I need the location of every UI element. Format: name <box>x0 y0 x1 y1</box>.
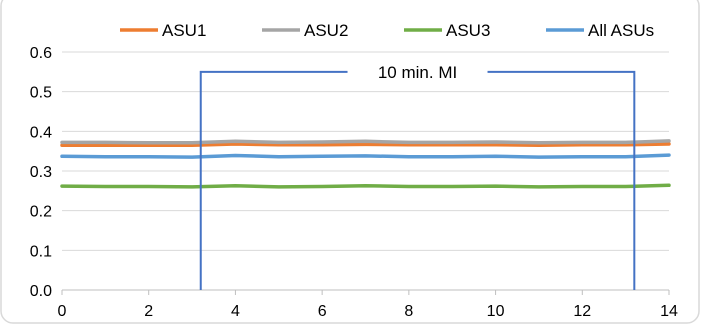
x-tick-label: 6 <box>318 303 327 320</box>
legend-label: ASU2 <box>304 21 348 40</box>
series-line-asu2 <box>60 139 671 145</box>
annotation-label: 10 min. MI <box>378 63 457 82</box>
annotation-bracket-right <box>487 70 636 290</box>
series-lines <box>60 139 671 189</box>
x-tick-label: 8 <box>404 303 413 320</box>
series-line-all-asus <box>60 153 671 159</box>
axes: 0.0 0.1 0.2 0.3 0.4 0.5 0.6 0 2 4 6 8 10 12 14 <box>30 45 678 320</box>
x-tick-label: 0 <box>58 303 67 320</box>
x-tick-label: 10 <box>487 303 505 320</box>
annotation-bracket-left <box>199 70 348 290</box>
y-tick-label: 0.3 <box>30 164 52 181</box>
y-tick-label: 0.1 <box>30 243 52 260</box>
x-tick-label: 2 <box>144 303 153 320</box>
series-line-asu1 <box>60 142 671 147</box>
y-tick-label: 0.2 <box>30 204 52 221</box>
series-line-asu3 <box>60 183 671 189</box>
y-tick-label: 0.4 <box>30 124 52 141</box>
legend-label: All ASUs <box>588 21 654 40</box>
annotation-bracket: 10 min. MI <box>199 63 636 290</box>
y-tick-label: 0.6 <box>30 45 52 62</box>
x-tick-label: 12 <box>573 303 591 320</box>
gridlines <box>62 51 669 251</box>
y-tick-label: 0.5 <box>30 85 52 102</box>
y-tick-label: 0.0 <box>30 283 52 300</box>
legend-label: ASU3 <box>446 21 490 40</box>
legend-label: ASU1 <box>162 21 206 40</box>
x-tick-label: 4 <box>231 303 240 320</box>
x-tick-label: 14 <box>660 303 678 320</box>
legend: ASU1 ASU2 ASU3 All ASUs <box>120 21 654 40</box>
